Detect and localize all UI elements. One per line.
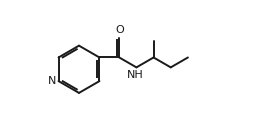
Text: O: O bbox=[115, 25, 124, 35]
Text: NH: NH bbox=[126, 70, 143, 80]
Text: N: N bbox=[48, 76, 56, 86]
